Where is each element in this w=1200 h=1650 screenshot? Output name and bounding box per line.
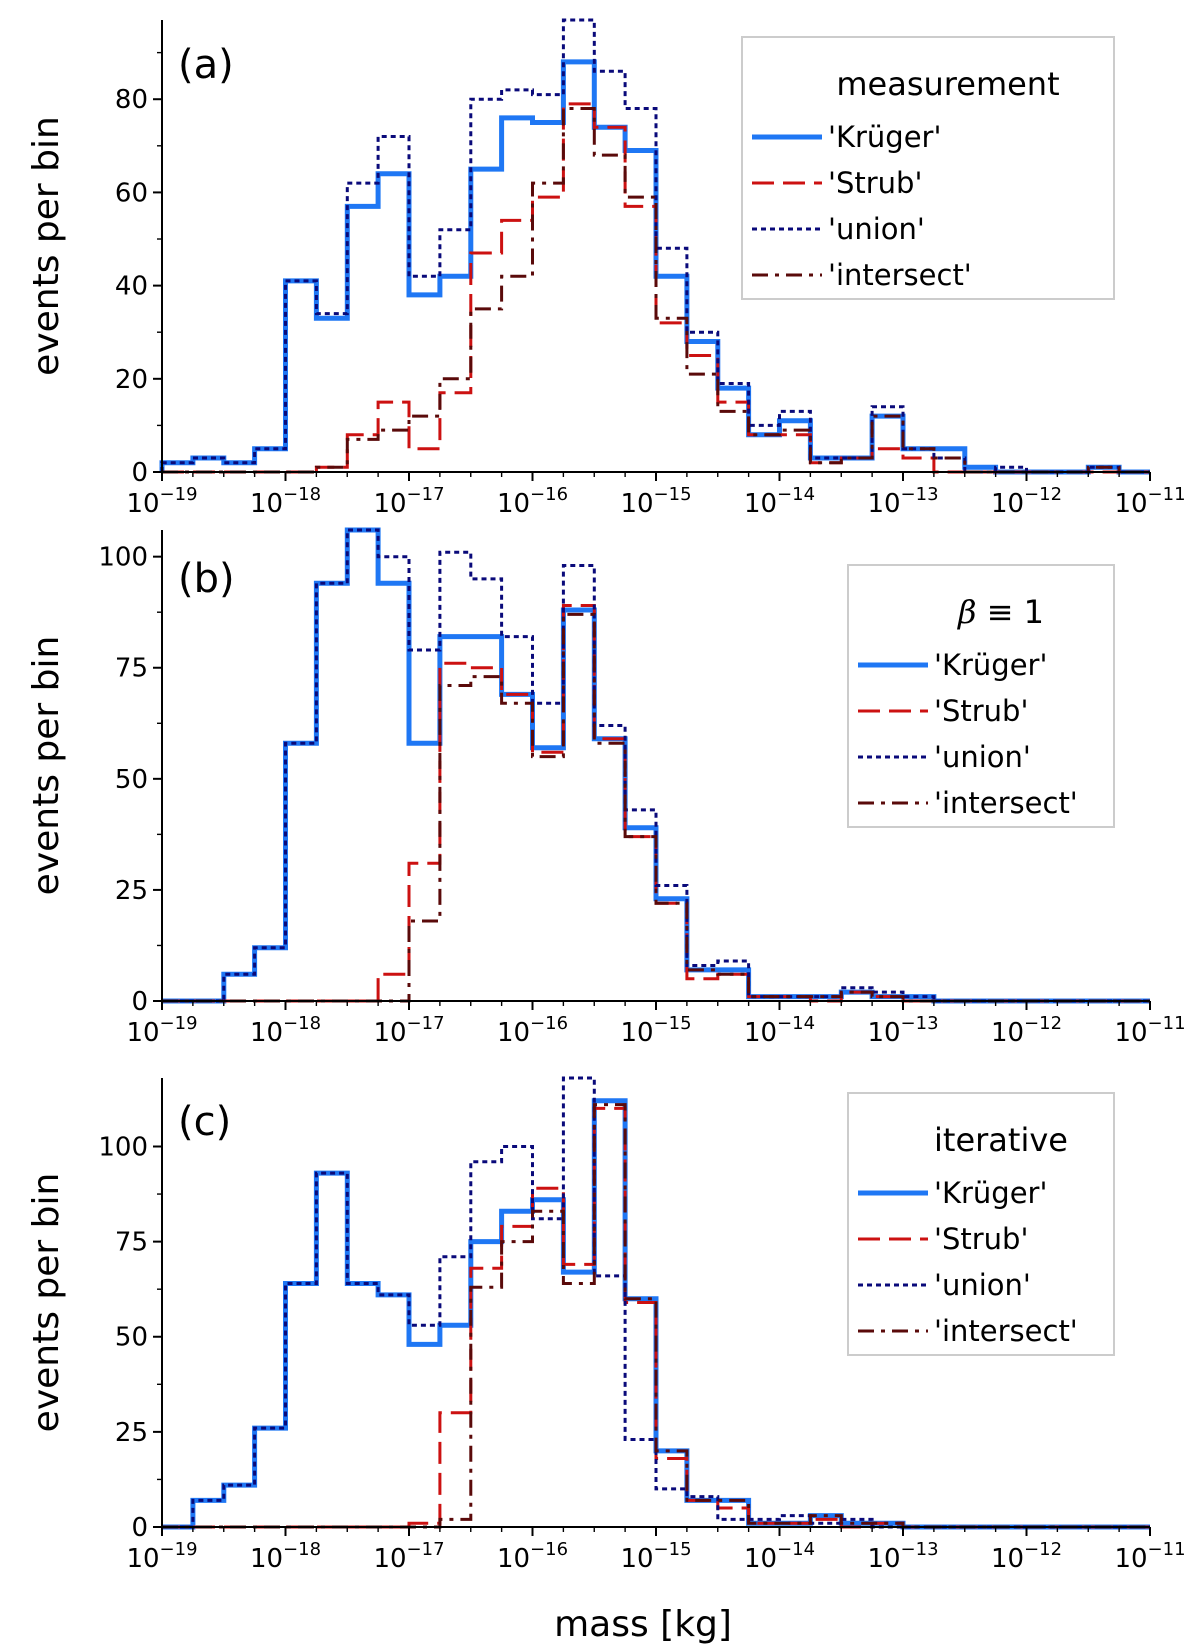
legend-entry: 'union' bbox=[934, 1268, 1031, 1302]
legend-box bbox=[741, 36, 1115, 300]
x-tick-label: 10−18 bbox=[250, 1013, 321, 1048]
legend: iterative 'Krüger' 'Strub' 'union' 'intersec… bbox=[847, 1092, 1115, 1356]
x-tick-label: 10−13 bbox=[867, 1539, 938, 1574]
legend-title: measurement bbox=[836, 65, 1059, 103]
x-tick-label: 10−16 bbox=[497, 484, 568, 519]
x-tick-label: 10−16 bbox=[497, 1013, 568, 1048]
y-tick-label: 20 bbox=[115, 365, 148, 395]
x-tick-label: 10−13 bbox=[867, 484, 938, 519]
y-tick-label: 80 bbox=[115, 85, 148, 115]
x-tick-label: 10−16 bbox=[497, 1539, 568, 1574]
legend-entry: 'Krüger' bbox=[934, 1176, 1047, 1210]
x-tick-label: 10−14 bbox=[744, 1539, 815, 1574]
legend-entry: 'Krüger' bbox=[828, 120, 941, 154]
y-tick-label: 25 bbox=[115, 876, 148, 906]
x-tick-label: 10−19 bbox=[126, 1539, 197, 1574]
y-tick-label: 0 bbox=[131, 458, 148, 488]
panel-label: (a) bbox=[178, 42, 234, 88]
panel-label: (c) bbox=[178, 1099, 231, 1145]
x-tick-label: 10−19 bbox=[126, 484, 197, 519]
series-line-intersect bbox=[162, 1103, 1150, 1529]
x-tick-label: 10−18 bbox=[250, 484, 321, 519]
x-tick-label: 10−17 bbox=[373, 1539, 444, 1574]
legend-entry: 'intersect' bbox=[934, 1314, 1078, 1348]
y-tick-label: 100 bbox=[98, 1132, 148, 1162]
legend-box bbox=[847, 1092, 1115, 1356]
legend-entry: 'Strub' bbox=[828, 166, 922, 200]
x-tick-label: 10−17 bbox=[373, 484, 444, 519]
y-tick-label: 0 bbox=[131, 1513, 148, 1543]
y-tick-label: 75 bbox=[115, 1228, 148, 1258]
x-tick-label: 10−19 bbox=[126, 1013, 197, 1048]
legend-entry: 'union' bbox=[934, 740, 1031, 774]
x-tick-label: 10−11 bbox=[1114, 484, 1185, 519]
y-tick-label: 60 bbox=[115, 178, 148, 208]
panel-label: (b) bbox=[178, 556, 235, 602]
x-tick-label: 10−12 bbox=[991, 484, 1062, 519]
panel-c: 0 25 50 75 100 10−19 10−18 10−17 10−16 10−15 10−14… bbox=[26, 1076, 1186, 1574]
panel-b: 0 25 50 75 100 10−19 10−18 10−17 10−16 10−15 10−14… bbox=[26, 527, 1186, 1048]
x-tick-label: 10−15 bbox=[620, 484, 691, 519]
y-tick-label: 50 bbox=[115, 1323, 148, 1353]
series-line-strub bbox=[162, 102, 1150, 474]
x-tick-label: 10−18 bbox=[250, 1539, 321, 1574]
y-tick-label: 0 bbox=[131, 987, 148, 1017]
legend-entry: 'union' bbox=[828, 212, 925, 246]
legend-title: iterative bbox=[934, 1121, 1068, 1159]
legend-entry: 'Strub' bbox=[934, 1222, 1028, 1256]
x-axis-label: mass [kg] bbox=[554, 1604, 732, 1645]
legend-entry: 'Krüger' bbox=[934, 648, 1047, 682]
legend-entry: 'intersect' bbox=[934, 786, 1078, 820]
legend-box bbox=[847, 564, 1115, 828]
y-axis-label: events per bin bbox=[26, 1173, 67, 1433]
x-tick-label: 10−12 bbox=[991, 1013, 1062, 1048]
y-tick-label: 75 bbox=[115, 654, 148, 684]
legend-entry: 'intersect' bbox=[828, 258, 972, 292]
y-tick-label: 40 bbox=[115, 272, 148, 302]
x-tick-label: 10−14 bbox=[744, 1013, 815, 1048]
legend-title: β ≡ 1 bbox=[957, 593, 1044, 631]
x-tick-label: 10−13 bbox=[867, 1013, 938, 1048]
y-axis-label: events per bin bbox=[26, 636, 67, 896]
series-line-union bbox=[160, 18, 1150, 474]
x-tick-label: 10−17 bbox=[373, 1013, 444, 1048]
x-tick-label: 10−11 bbox=[1114, 1013, 1185, 1048]
legend-entry: 'Strub' bbox=[934, 694, 1028, 728]
y-tick-label: 25 bbox=[115, 1418, 148, 1448]
x-tick-label: 10−12 bbox=[991, 1539, 1062, 1574]
legend: measurement 'Krüger' 'Strub' 'union' 'inters… bbox=[741, 36, 1115, 300]
x-tick-label: 10−15 bbox=[620, 1013, 691, 1048]
series-line-intersect bbox=[162, 107, 1150, 474]
y-axis-label: events per bin bbox=[26, 116, 67, 376]
legend: β ≡ 1 'Krüger' 'Strub' 'union' 'intersect' bbox=[847, 564, 1115, 828]
y-tick-label: 100 bbox=[98, 543, 148, 573]
y-tick-label: 50 bbox=[115, 765, 148, 795]
x-tick-label: 10−14 bbox=[744, 484, 815, 519]
x-tick-label: 10−11 bbox=[1114, 1539, 1185, 1574]
panel-a: 0 20 40 60 80 10−19 10−18 10−17 10−16 10−15 10−14 1… bbox=[26, 18, 1186, 519]
x-tick-label: 10−15 bbox=[620, 1539, 691, 1574]
